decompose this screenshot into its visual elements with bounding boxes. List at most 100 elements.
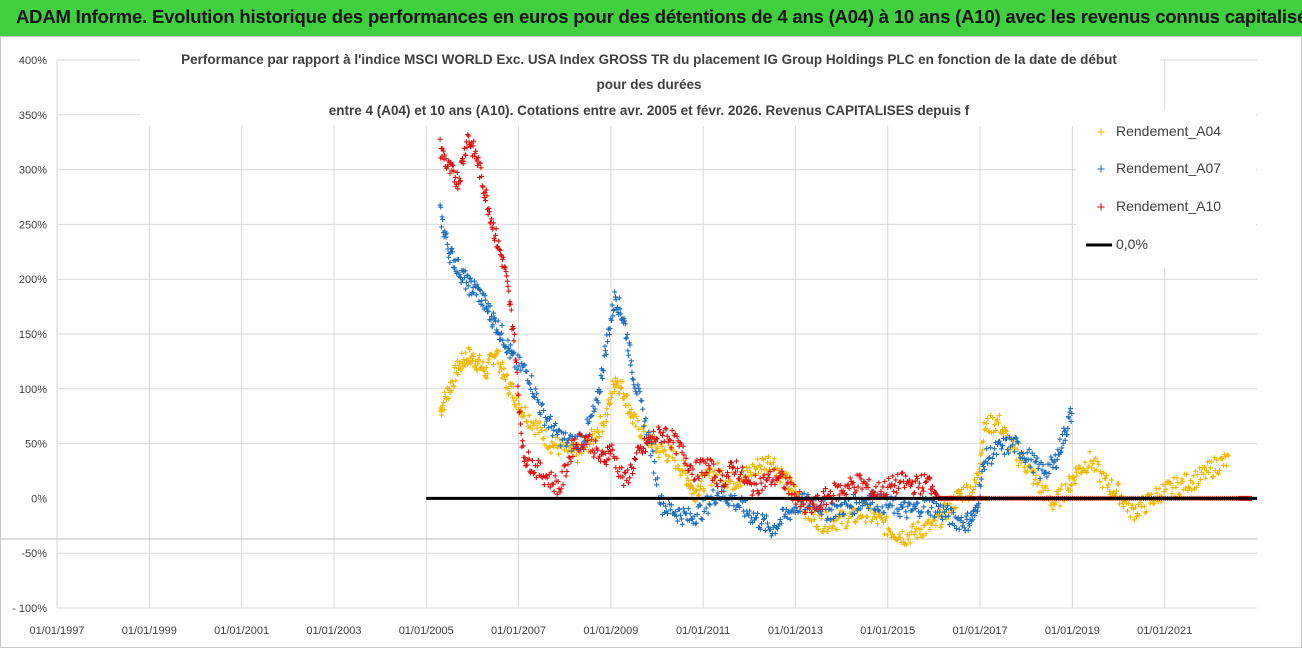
point-a10	[559, 469, 565, 475]
legend-background	[1076, 110, 1256, 268]
point-a07	[465, 283, 471, 289]
point-a10	[575, 446, 581, 452]
series-a07	[437, 202, 1075, 539]
point-a07	[618, 311, 624, 317]
point-a10	[529, 458, 535, 464]
point-a04	[956, 487, 962, 493]
point-a10	[544, 475, 550, 481]
point-a04	[825, 528, 831, 534]
point-a04	[754, 465, 760, 471]
point-a10	[695, 473, 701, 479]
point-a04	[1000, 430, 1006, 436]
point-a04	[953, 504, 959, 510]
point-a07	[641, 423, 647, 429]
point-a07	[833, 514, 839, 520]
point-a07	[997, 438, 1003, 444]
point-a04	[985, 416, 991, 422]
title-background	[140, 44, 1160, 126]
point-a07	[759, 521, 765, 527]
point-a04	[1184, 471, 1190, 477]
point-a10	[688, 463, 694, 469]
point-a07	[547, 416, 553, 422]
point-a04	[731, 481, 737, 487]
point-a04	[1012, 441, 1018, 447]
point-a10	[515, 383, 521, 389]
point-a07	[742, 513, 748, 519]
point-a10	[793, 501, 799, 507]
point-a10	[452, 174, 458, 180]
point-a04	[657, 449, 663, 455]
point-a04	[1195, 472, 1201, 478]
point-a07	[534, 391, 540, 397]
point-a07	[679, 521, 685, 527]
point-a10	[882, 478, 888, 484]
point-a07	[992, 446, 998, 452]
point-a10	[686, 467, 692, 473]
point-a04	[889, 531, 895, 537]
point-a10	[606, 456, 612, 462]
point-a04	[973, 480, 979, 486]
point-a10	[801, 501, 807, 507]
point-a04	[612, 384, 618, 390]
point-a07	[483, 297, 489, 303]
point-a10	[731, 471, 737, 477]
point-a07	[566, 435, 572, 441]
point-a04	[770, 460, 776, 466]
point-a04	[454, 358, 460, 364]
report-banner: ADAM Informe. Evolution historique des p…	[0, 0, 1302, 37]
point-a04	[642, 422, 648, 428]
point-a04	[884, 532, 890, 538]
point-a04	[1021, 464, 1027, 470]
point-a04	[755, 456, 761, 462]
point-a10	[696, 476, 702, 482]
point-a10	[837, 482, 843, 488]
point-a04	[923, 531, 929, 537]
point-a04	[1107, 488, 1113, 494]
point-a10	[896, 485, 902, 491]
point-a04	[441, 407, 447, 413]
point-a10	[490, 220, 496, 226]
point-a07	[1024, 450, 1030, 456]
point-a04	[688, 482, 694, 488]
point-a04	[1176, 491, 1182, 497]
point-a10	[558, 486, 564, 492]
point-a10	[843, 492, 849, 498]
point-a07	[1005, 450, 1011, 456]
point-a07	[764, 520, 770, 526]
point-a10	[504, 278, 510, 284]
y-axis-ticks: - 100% -50% 0% 50% 100% 150% 200% 250% 300% 350% 4…	[12, 55, 47, 615]
point-a04	[986, 428, 992, 434]
point-a10	[497, 247, 503, 253]
point-a04	[538, 425, 544, 431]
point-a04	[501, 366, 507, 372]
point-a10	[745, 477, 751, 483]
point-a04	[698, 478, 704, 484]
point-a07	[1052, 458, 1058, 464]
point-a04	[675, 463, 681, 469]
point-a04	[1213, 457, 1219, 463]
point-a10	[623, 470, 629, 476]
point-a07	[760, 516, 766, 522]
point-a07	[625, 348, 631, 354]
point-a10	[514, 369, 520, 375]
point-a10	[545, 482, 551, 488]
y-tick-label: 350%	[19, 110, 47, 122]
point-a10	[749, 492, 755, 498]
point-a10	[786, 491, 792, 497]
point-a04	[543, 427, 549, 433]
point-a10	[460, 161, 466, 167]
point-a04	[458, 367, 464, 373]
point-a10	[706, 463, 712, 469]
point-a07	[504, 350, 510, 356]
point-a04	[727, 478, 733, 484]
point-a04	[1162, 482, 1168, 488]
point-a07	[1049, 457, 1055, 463]
point-a04	[450, 383, 456, 389]
point-a10	[473, 148, 479, 154]
point-a10	[919, 485, 925, 491]
point-a07	[492, 315, 498, 321]
point-a07	[1025, 456, 1031, 462]
point-a04	[745, 468, 751, 474]
point-a04	[964, 482, 970, 488]
point-a04	[496, 348, 502, 354]
